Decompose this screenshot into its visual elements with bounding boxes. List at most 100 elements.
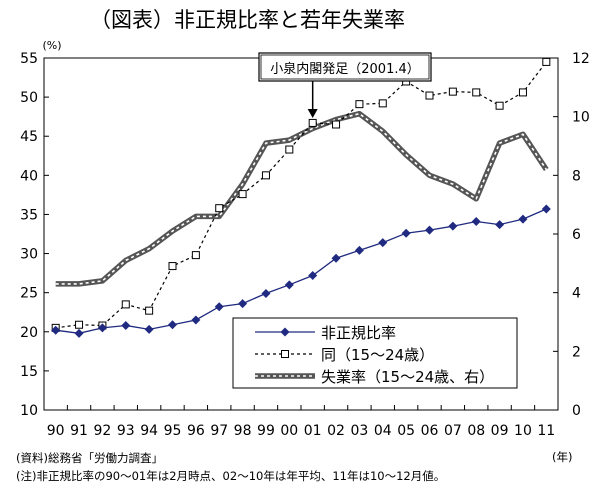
y-right-tick-label: 0 — [572, 403, 581, 419]
youth-nonregular-point — [145, 306, 154, 315]
x-tick-label: 98 — [234, 423, 252, 439]
nonregular-point — [518, 214, 528, 224]
y-right-tick-label: 12 — [572, 51, 590, 67]
nonregular-point — [238, 299, 248, 309]
annotation-box — [258, 52, 432, 82]
y-right-tick-label: 6 — [572, 227, 581, 243]
y-left-tick-label: 10 — [20, 403, 38, 419]
x-tick-label: 93 — [117, 423, 135, 439]
nonregular-point — [97, 323, 107, 333]
youth-nonregular-point — [121, 300, 130, 309]
x-tick-label: 09 — [491, 423, 509, 439]
chart-svg: 10 15 20 25 30 35 40 45 50 55 (%) 02 4 6 8 10 12 90 91 92 93… — [20, 39, 590, 439]
youth-nonregular-point — [238, 190, 247, 199]
legend-youth-nonregular-marker — [281, 350, 289, 358]
youth-nonregular-point — [355, 100, 364, 109]
x-tick-label: 92 — [93, 423, 111, 439]
youth-nonregular-point — [472, 88, 481, 97]
nonregular-point — [308, 270, 318, 280]
source-note: (資料)総務省「労働力調査」 — [16, 451, 163, 465]
legend-nonregular-label: 非正規比率 — [321, 324, 396, 342]
x-tick-label: 99 — [257, 423, 275, 439]
youth-nonregular-point — [308, 118, 317, 127]
x-tick-label: 04 — [374, 423, 392, 439]
chart-title: （図表）非正規比率と若年失業率 — [90, 8, 405, 32]
youth-nonregular-point — [378, 99, 387, 108]
youth-nonregular-point — [518, 88, 527, 97]
nonregular-point — [378, 238, 388, 248]
x-tick-label: 01 — [304, 423, 322, 439]
series-youth-nonregular-line — [55, 61, 547, 329]
nonregular-point — [471, 216, 481, 226]
y-left-tick-label: 30 — [20, 247, 38, 263]
x-tick-label: 11 — [537, 423, 555, 439]
annotation: 小泉内閣発足（2001.4） — [258, 52, 432, 118]
youth-nonregular-point — [191, 251, 200, 260]
legend-youth-nonregular-label: 同（15～24歳） — [321, 346, 434, 364]
y-left-tick-label: 20 — [20, 325, 38, 341]
nonregular-point — [331, 253, 341, 263]
annotation-label: 小泉内閣発足（2001.4） — [270, 61, 420, 77]
x-tick-label: 02 — [327, 423, 345, 439]
x-tick-label: 96 — [187, 423, 205, 439]
y-left-tick-label: 50 — [20, 90, 38, 106]
nonregular-point — [144, 324, 154, 334]
x-tick-label: 90 — [47, 423, 65, 439]
nonregular-point — [168, 320, 177, 330]
x-tick-label: 05 — [397, 423, 415, 439]
x-tick-label: 06 — [421, 423, 439, 439]
nonregular-point — [261, 288, 271, 298]
y-left-tick-label: 45 — [20, 129, 38, 145]
y-right-tick-label: 8 — [572, 168, 581, 184]
y-left-tick-label: 40 — [20, 168, 38, 184]
series-unemployment-outer — [55, 110, 549, 287]
x-tick-label: 07 — [444, 423, 462, 439]
x-tick-label: 95 — [164, 423, 182, 439]
youth-nonregular-point — [285, 145, 294, 154]
nonregular-point — [214, 302, 224, 312]
nonregular-point — [448, 221, 458, 231]
x-tick-label: 97 — [210, 423, 228, 439]
chart-notes: (資料)総務省「労働力調査」 (注)非正規比率の90～01年は2月時点、02～1… — [16, 449, 445, 485]
nonregular-point — [425, 225, 434, 235]
series-nonregular-line — [55, 208, 547, 334]
y-right-tick-label: 4 — [572, 286, 581, 302]
x-axis-unit: (年) — [552, 450, 573, 464]
youth-nonregular-point — [425, 91, 434, 100]
youth-nonregular-point — [332, 120, 341, 129]
nonregular-point — [495, 220, 505, 230]
y-left-tick-label: 25 — [20, 286, 38, 302]
nonregular-point — [284, 280, 294, 290]
y-right-tick-label: 10 — [572, 110, 590, 126]
legend-nonregular-marker — [280, 327, 290, 337]
youth-nonregular-point — [542, 57, 551, 66]
nonregular-point — [191, 315, 201, 325]
x-tick-label: 03 — [350, 423, 368, 439]
y-left-unit: (%) — [42, 39, 61, 52]
series-layer — [51, 57, 551, 338]
axes: 10 15 20 25 30 35 40 45 50 55 (%) 02 4 6 8 10 12 90 91 92 93… — [20, 39, 590, 439]
youth-nonregular-point — [75, 320, 84, 329]
x-tick-label: 00 — [280, 423, 298, 439]
nonregular-point — [121, 321, 131, 331]
x-tick-label: 94 — [140, 423, 158, 439]
youth-nonregular-point — [261, 171, 270, 180]
x-tick-label: 91 — [70, 423, 88, 439]
footnote: (注)非正規比率の90～01年は2月時点、02～10年は年平均、11年は10～1… — [16, 469, 446, 483]
nonregular-point — [354, 245, 364, 255]
youth-nonregular-point — [168, 262, 177, 271]
youth-nonregular-point — [448, 87, 457, 96]
youth-nonregular-point — [495, 101, 504, 110]
nonregular-point — [51, 325, 61, 335]
annotation-box-inner — [260, 54, 430, 80]
series-unemployment-inner — [55, 112, 547, 285]
x-tick-label: 08 — [467, 423, 485, 439]
youth-nonregular-point — [215, 204, 224, 213]
nonregular-point — [541, 204, 551, 214]
y-left-tick-label: 35 — [20, 207, 38, 223]
y-left-tick-label: 55 — [20, 51, 38, 67]
annotation-arrow-head — [307, 109, 318, 118]
y-left-tick-label: 15 — [20, 364, 38, 380]
nonregular-point — [74, 328, 84, 338]
